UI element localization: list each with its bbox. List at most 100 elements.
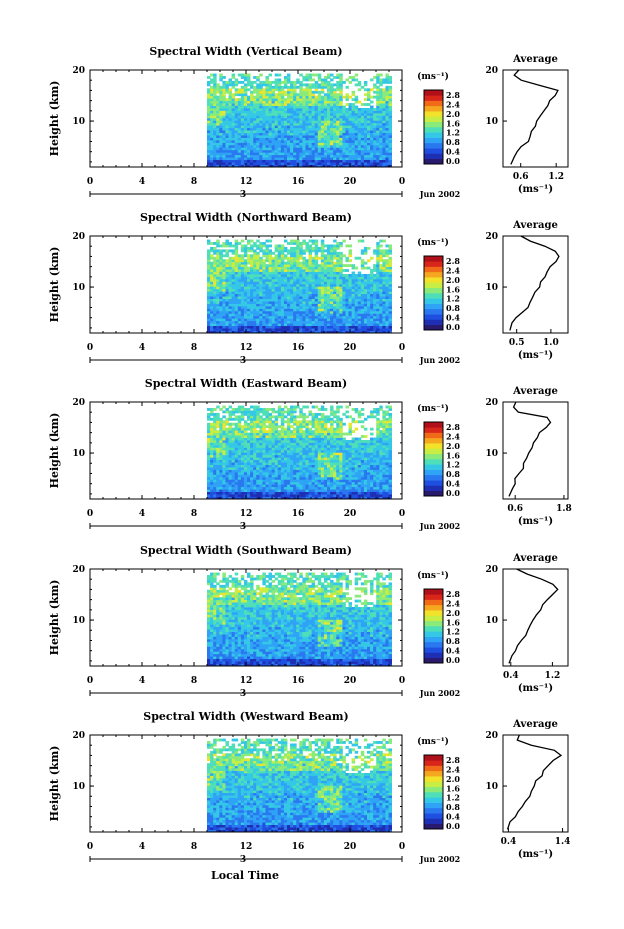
heatmap-cell [354, 144, 359, 148]
heatmap-cell [247, 276, 251, 280]
heatmap-cell [339, 281, 343, 285]
heatmap-cell [330, 320, 334, 324]
heatmap-cell [250, 246, 254, 250]
heatmap-cell [376, 100, 380, 104]
heatmap-cell [323, 313, 328, 317]
heatmap-cell [219, 310, 223, 314]
chart-title: Spectral Width (Eastward Beam) [145, 377, 347, 390]
heatmap-cell [262, 93, 266, 97]
heatmap-cell [219, 135, 223, 138]
heatmap-cell [363, 103, 368, 106]
heatmap-cell [280, 98, 285, 102]
heatmap-cell [293, 479, 297, 483]
heatmap-cell [345, 85, 349, 89]
heatmap-cell [379, 489, 383, 493]
heatmap-cell [314, 130, 319, 133]
heatmap-cell [277, 276, 282, 280]
heatmap-cell [207, 115, 211, 119]
heatmap-cell [280, 256, 285, 260]
heatmap-cell [311, 100, 316, 104]
heatmap-cell [247, 305, 251, 309]
heatmap-cell [314, 122, 319, 126]
heatmap-cell [348, 249, 353, 253]
heatmap-cell [286, 261, 291, 265]
colorbar-swatch [424, 111, 443, 117]
heatmap-cell [237, 308, 242, 312]
heatmap-cell [259, 476, 263, 480]
heatmap-cell [253, 120, 257, 124]
heatmap-cell [311, 496, 316, 500]
heatmap-cell [342, 494, 346, 497]
heatmap-cell [333, 103, 337, 106]
heatmap-cell [308, 112, 313, 116]
heatmap-cell [333, 281, 337, 285]
heatmap-cell [207, 489, 211, 493]
heatmap-cell [271, 107, 276, 111]
heatmap-cell [231, 486, 236, 490]
heatmap-cell [296, 107, 300, 111]
heatmap-cell [268, 110, 273, 114]
heatmap-cell [271, 325, 276, 329]
heatmap-cell [259, 249, 263, 253]
heatmap-cell [225, 127, 229, 131]
heatmap-cell [247, 135, 251, 138]
heatmap-cell [323, 305, 328, 309]
heatmap-cell [311, 310, 316, 314]
heatmap-cell [283, 276, 288, 280]
heatmap-cell [373, 283, 377, 287]
heatmap-cell [320, 83, 325, 87]
heatmap-cell [216, 88, 220, 92]
heatmap-cell [268, 266, 273, 270]
heatmap-cell [228, 147, 233, 151]
heatmap-cell [317, 137, 322, 141]
heatmap-cell [299, 291, 303, 295]
heatmap-cell [330, 315, 334, 319]
heatmap-cell [366, 259, 371, 263]
heatmap-cell [243, 315, 248, 319]
heatmap-cell [302, 125, 306, 129]
heatmap-cell [207, 315, 211, 319]
heatmap-cell [305, 276, 309, 280]
heatmap-cell [234, 98, 239, 102]
heatmap-cell [293, 474, 297, 478]
heatmap-cell [219, 244, 223, 248]
heatmap-cell [259, 117, 263, 121]
heatmap-cell [388, 78, 392, 82]
heatmap-cell [333, 494, 337, 497]
heatmap-cell [259, 283, 263, 287]
heatmap-cell [213, 474, 217, 478]
heatmap-cell [228, 486, 233, 490]
heatmap-cell [326, 103, 331, 106]
heatmap-cell [296, 315, 300, 319]
heatmap-cell [379, 127, 383, 131]
heatmap-cell [231, 93, 236, 97]
heatmap-cell [247, 310, 251, 314]
heatmap-cell [370, 130, 374, 133]
heatmap-cell [259, 288, 263, 292]
heatmap-cell [339, 117, 343, 121]
heatmap-cell [265, 269, 269, 272]
heatmap-cell [286, 318, 291, 322]
heatmap-cell [240, 276, 245, 280]
heatmap-cell [259, 88, 263, 92]
heatmap-cell [225, 110, 229, 114]
heatmap-cell [290, 296, 294, 299]
heatmap-cell [357, 479, 362, 483]
heatmap-cell [219, 298, 223, 302]
heatmap-cell [305, 147, 309, 151]
heatmap-cell [280, 125, 285, 129]
heatmap-cell [225, 328, 229, 331]
heatmap-cell [302, 122, 306, 126]
heatmap-cell [271, 491, 276, 495]
heatmap-cell [231, 494, 236, 497]
heatmap-cell [323, 95, 328, 99]
heatmap-cell [290, 293, 294, 297]
heatmap-cell [351, 484, 356, 488]
heatmap-cell [228, 242, 233, 245]
heatmap-cell [345, 286, 349, 290]
heatmap-cell [376, 256, 380, 260]
heatmap-cell [277, 90, 282, 94]
heatmap-cell [385, 144, 389, 148]
heatmap-cell [376, 95, 380, 99]
heatmap-cell [333, 283, 337, 287]
